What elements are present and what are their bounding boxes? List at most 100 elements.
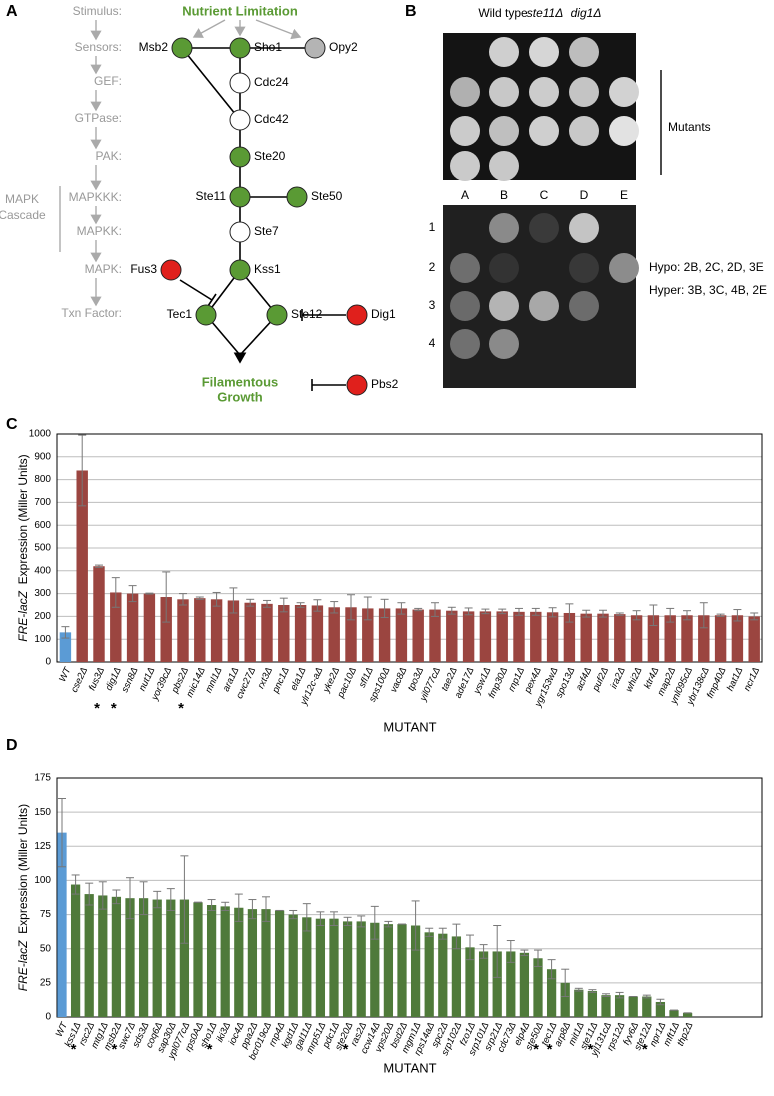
y-tick-label: 0 <box>45 657 51 668</box>
bar <box>288 914 298 1017</box>
level-label: PAK: <box>96 149 122 163</box>
marker: * <box>642 1041 648 1058</box>
error-bar <box>85 882 94 906</box>
bar <box>601 995 611 1017</box>
colony <box>609 116 639 146</box>
error-bar <box>357 915 366 928</box>
plate-label: Wild type <box>478 6 528 20</box>
bar <box>247 909 258 1017</box>
node-label: Ste12 <box>291 307 323 321</box>
bar <box>227 600 240 662</box>
level-label: Sensors: <box>75 40 122 54</box>
bar <box>446 610 458 662</box>
colony <box>609 77 639 107</box>
error-bar <box>515 607 523 616</box>
error-bar <box>466 934 474 961</box>
bar <box>513 611 525 662</box>
bar <box>111 896 122 1017</box>
error-bar <box>479 944 488 959</box>
error-bar <box>296 602 305 608</box>
error-bar <box>534 949 542 967</box>
bar <box>244 602 256 662</box>
error-bar <box>347 594 355 621</box>
panel-label: A <box>6 3 18 20</box>
colony <box>450 291 480 321</box>
y-tick-label: 800 <box>34 474 51 485</box>
error-bar <box>582 609 591 618</box>
column-label: B <box>500 188 508 202</box>
node <box>229 37 251 59</box>
bar <box>478 951 489 1017</box>
error-bar <box>263 599 271 608</box>
node-label: Pbs2 <box>371 377 399 391</box>
bar <box>126 593 139 662</box>
bar <box>160 597 172 662</box>
error-bar <box>716 613 725 617</box>
y-tick-label: 75 <box>40 909 52 920</box>
error-bar <box>493 924 502 978</box>
bar <box>681 615 693 662</box>
bar <box>438 933 448 1017</box>
colony <box>569 116 599 146</box>
panel-label: C <box>6 416 18 433</box>
x-tick-label: ncr1Δ <box>742 666 762 693</box>
colony <box>569 213 599 243</box>
node <box>286 186 308 208</box>
error-bar <box>262 896 270 922</box>
bar <box>179 899 190 1017</box>
output: Growth <box>217 389 263 404</box>
bar <box>177 599 189 662</box>
bar <box>614 995 625 1017</box>
error-bar <box>498 608 507 615</box>
error-bar <box>384 920 393 928</box>
error-bar <box>363 596 372 621</box>
node <box>160 259 182 281</box>
bar <box>519 952 530 1017</box>
level-label: MAPK: <box>85 262 122 276</box>
bar <box>698 615 710 662</box>
level-label: GTPase: <box>75 111 122 125</box>
bar <box>714 615 727 662</box>
error-bar <box>246 598 255 607</box>
node-label: Opy2 <box>329 40 358 54</box>
x-tick-label: WT <box>57 665 74 684</box>
level-label: Txn Factor: <box>61 306 122 320</box>
error-bar <box>520 949 529 957</box>
row-label: 4 <box>429 336 436 350</box>
colony <box>489 151 519 181</box>
stimulus: Nutrient Limitation <box>182 3 298 18</box>
y-tick-label: 25 <box>40 977 52 988</box>
error-bar <box>649 604 658 627</box>
y-axis-text: Expression (Miller Units) <box>16 454 30 584</box>
error-bar <box>656 998 665 1006</box>
bar <box>194 598 206 662</box>
bar <box>315 918 326 1017</box>
bar <box>294 605 307 662</box>
y-tick-label: 125 <box>34 841 51 852</box>
bar <box>429 609 441 662</box>
error-bar <box>234 893 243 922</box>
node-label: Sho1 <box>254 40 282 54</box>
y-tick-label: 400 <box>34 565 51 576</box>
marker: * <box>547 1041 553 1058</box>
bar <box>345 607 357 662</box>
node <box>195 304 217 326</box>
colony <box>529 291 559 321</box>
bar <box>563 612 576 662</box>
colony <box>450 77 480 107</box>
colony <box>450 151 480 181</box>
node <box>266 304 288 326</box>
error-bar <box>452 923 461 950</box>
bar <box>59 632 72 662</box>
error-bar <box>699 602 708 629</box>
error-bar <box>207 899 216 911</box>
note: Hyper: 3B, 3C, 4B, 2E <box>649 283 767 297</box>
node <box>229 72 251 94</box>
error-bar <box>380 598 389 619</box>
y-axis-label: FRE-lacZ Expression (Miller Units) <box>16 454 30 641</box>
error-bar <box>565 603 574 623</box>
bar <box>278 605 290 662</box>
node-label: Ste11 <box>196 189 227 203</box>
bar <box>465 947 475 1017</box>
error-bar <box>683 610 691 621</box>
